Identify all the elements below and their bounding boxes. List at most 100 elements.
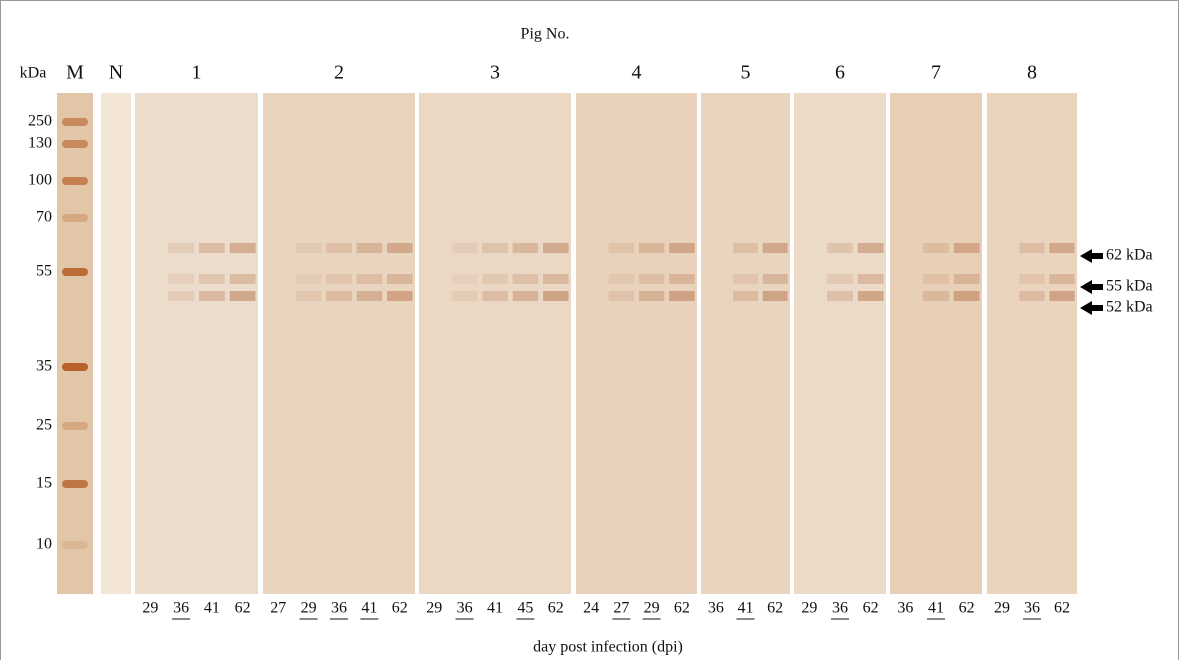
protein-band xyxy=(608,291,635,301)
x-label: day post infection (dpi) xyxy=(533,639,683,656)
day-label: 27 xyxy=(270,600,286,617)
marker-size-label: 15 xyxy=(36,475,52,492)
day-label: 62 xyxy=(548,600,564,617)
pig-label: 8 xyxy=(1027,62,1037,84)
day-label: 36 xyxy=(1024,600,1040,617)
protein-band xyxy=(733,274,758,284)
protein-band xyxy=(923,243,949,253)
marker-band xyxy=(62,422,88,430)
day-label: 62 xyxy=(674,600,690,617)
day-label: 41 xyxy=(738,600,754,617)
protein-band xyxy=(543,274,569,284)
protein-band xyxy=(669,243,695,253)
day-label: 36 xyxy=(897,600,913,617)
gel-panel xyxy=(890,93,982,594)
protein-band xyxy=(669,274,695,284)
protein-band xyxy=(1049,291,1075,301)
marker-band xyxy=(62,140,88,148)
protein-band xyxy=(543,291,569,301)
marker-band xyxy=(62,363,88,371)
protein-band xyxy=(168,291,195,301)
protein-band xyxy=(387,274,413,284)
axis-title: kDa xyxy=(20,65,47,82)
day-label: 45 xyxy=(517,600,533,617)
arrow xyxy=(1080,249,1103,263)
protein-band xyxy=(1049,243,1075,253)
day-label: 62 xyxy=(767,600,783,617)
protein-band xyxy=(482,274,508,284)
protein-band xyxy=(1019,243,1045,253)
protein-band xyxy=(1049,274,1075,284)
band-label: 62 kDa xyxy=(1106,247,1153,264)
protein-band xyxy=(953,243,980,253)
protein-band xyxy=(356,274,383,284)
day-label: 41 xyxy=(361,600,377,617)
day-label: 62 xyxy=(863,600,879,617)
marker-lane-label: M xyxy=(66,62,84,84)
day-label: 29 xyxy=(994,600,1010,617)
pig-label: 3 xyxy=(490,62,500,84)
day-label: 29 xyxy=(301,600,317,617)
gel-panel xyxy=(263,93,415,594)
protein-band xyxy=(543,243,569,253)
band-label: 55 kDa xyxy=(1106,278,1153,295)
protein-band xyxy=(827,274,853,284)
day-label: 29 xyxy=(644,600,660,617)
marker-band xyxy=(62,118,88,126)
marker-size-label: 35 xyxy=(36,358,52,375)
day-label: 36 xyxy=(331,600,347,617)
protein-band xyxy=(923,274,949,284)
protein-band xyxy=(451,274,478,284)
day-label: 36 xyxy=(708,600,724,617)
protein-band xyxy=(168,243,195,253)
protein-band xyxy=(638,243,665,253)
day-label: 24 xyxy=(583,600,599,617)
day-label: 41 xyxy=(487,600,503,617)
protein-band xyxy=(733,291,758,301)
negative-gel xyxy=(101,93,131,594)
protein-band xyxy=(762,291,788,301)
protein-band xyxy=(638,291,665,301)
protein-band xyxy=(198,291,225,301)
pig-label: 5 xyxy=(741,62,751,84)
protein-band xyxy=(857,243,884,253)
marker-size-label: 130 xyxy=(28,135,52,152)
protein-band xyxy=(482,291,508,301)
protein-band xyxy=(1019,274,1045,284)
negative-lane-label: N xyxy=(109,62,123,84)
protein-band xyxy=(198,243,225,253)
protein-band xyxy=(762,274,788,284)
marker-band xyxy=(62,177,88,185)
day-label: 62 xyxy=(1054,600,1070,617)
protein-band xyxy=(326,291,352,301)
protein-band xyxy=(857,274,884,284)
protein-band xyxy=(762,243,788,253)
protein-band xyxy=(827,243,853,253)
gel-panel xyxy=(135,93,258,594)
marker-band xyxy=(62,268,88,276)
day-label: 41 xyxy=(204,600,220,617)
marker-size-label: 25 xyxy=(36,417,52,434)
protein-band xyxy=(857,291,884,301)
protein-band xyxy=(295,243,322,253)
day-label: 29 xyxy=(426,600,442,617)
protein-band xyxy=(229,291,256,301)
marker-size-label: 250 xyxy=(28,113,52,130)
protein-band xyxy=(512,274,539,284)
marker-band xyxy=(62,541,88,549)
day-label: 36 xyxy=(173,600,189,617)
day-label: 29 xyxy=(142,600,158,617)
protein-band xyxy=(387,291,413,301)
marker-size-label: 55 xyxy=(36,263,52,280)
marker-band xyxy=(62,214,88,222)
gel-panel xyxy=(701,93,790,594)
pig-label: 1 xyxy=(192,62,202,84)
pig-label: 6 xyxy=(835,62,845,84)
protein-band xyxy=(608,243,635,253)
protein-band xyxy=(295,291,322,301)
protein-band xyxy=(827,291,853,301)
protein-band xyxy=(326,243,352,253)
marker-size-label: 10 xyxy=(36,536,52,553)
